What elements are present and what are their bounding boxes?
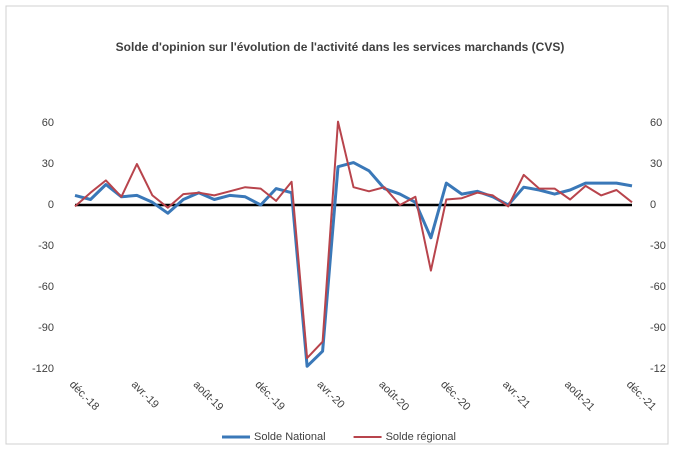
y-tick-label: -30 xyxy=(38,240,54,252)
y2-tick-label: -60 xyxy=(650,281,666,293)
chart-border xyxy=(5,5,669,445)
y-tick-label: 0 xyxy=(48,199,54,211)
y-tick-label: -90 xyxy=(38,322,54,334)
y2-tick-label: -90 xyxy=(650,322,666,334)
chart-title: Solde d'opinion sur l'évolution de l'act… xyxy=(116,40,565,54)
y2-tick-label: -12 xyxy=(650,363,666,375)
y-tick-label: 60 xyxy=(42,117,54,129)
y-tick-label: -60 xyxy=(38,281,54,293)
y-tick-label: -120 xyxy=(32,363,54,375)
legend-label: Solde National xyxy=(254,431,326,443)
y2-tick-label: 60 xyxy=(650,117,662,129)
y-tick-label: 30 xyxy=(42,158,54,170)
legend-label: Solde régional xyxy=(386,431,456,443)
y2-tick-label: -30 xyxy=(650,240,666,252)
series-line xyxy=(74,120,633,360)
y2-tick-label: 30 xyxy=(650,158,662,170)
y2-tick-label: 0 xyxy=(650,199,656,211)
series-line xyxy=(74,161,633,368)
